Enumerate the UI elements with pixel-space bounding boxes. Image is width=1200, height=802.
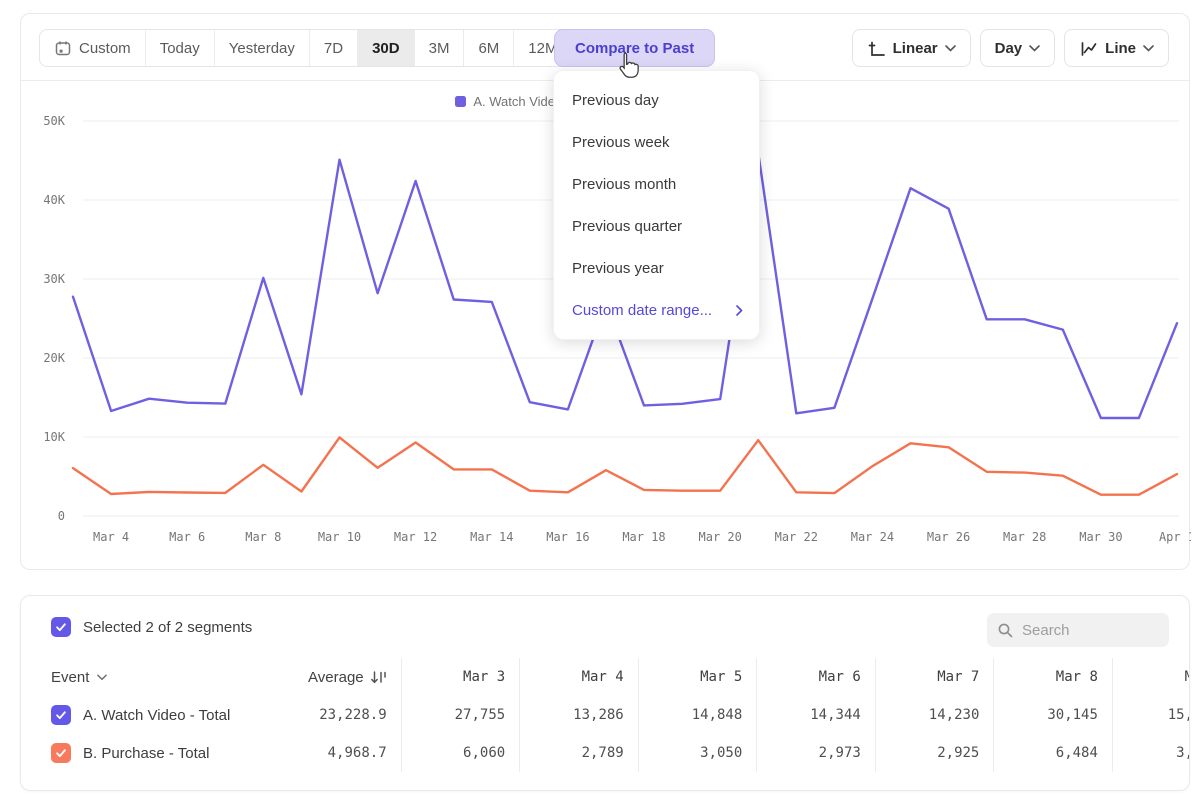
svg-text:Mar 16: Mar 16 (546, 530, 589, 544)
preset-30d[interactable]: 30D (358, 30, 415, 66)
svg-text:Mar 6: Mar 6 (169, 530, 205, 544)
svg-text:10K: 10K (43, 430, 65, 444)
svg-text:Mar 28: Mar 28 (1003, 530, 1046, 544)
cell-value: 2,789 (519, 734, 639, 772)
segments-table-panel: Selected 2 of 2 segments Event (20, 595, 1190, 791)
row-checkbox-watch-video[interactable] (51, 705, 71, 725)
interval-select-button[interactable]: Day (979, 29, 1056, 67)
preset-3m[interactable]: 3M (415, 30, 465, 66)
segments-bar: Selected 2 of 2 segments (21, 596, 1189, 658)
line-chart-icon (1079, 39, 1098, 58)
cell-value: 2,973 (756, 734, 876, 772)
svg-text:40K: 40K (43, 193, 65, 207)
preset-6m[interactable]: 6M (464, 30, 515, 66)
event-name: A. Watch Video - Total (83, 706, 231, 724)
svg-text:Mar 24: Mar 24 (851, 530, 894, 544)
table-row: B. Purchase - Total 4,968.7 6,060 2,789 … (21, 734, 1189, 772)
event-name: B. Purchase - Total (83, 744, 210, 762)
cell-value-clipped: 3, (1111, 734, 1189, 772)
svg-text:Mar 22: Mar 22 (775, 530, 818, 544)
svg-text:Mar 12: Mar 12 (394, 530, 437, 544)
chevron-down-icon (944, 44, 956, 52)
chart-options-group: Linear Day Line (851, 29, 1169, 67)
table-row: A. Watch Video - Total 23,228.9 27,755 1… (21, 696, 1189, 734)
menu-item-previous-quarter[interactable]: Previous quarter (572, 217, 683, 235)
cell-value: 14,848 (637, 696, 757, 734)
column-header-clipped[interactable]: M (1111, 658, 1189, 696)
preset-12m[interactable]: 12M (528, 39, 558, 57)
search-box (987, 613, 1169, 647)
column-header-mar5[interactable]: Mar 5 (637, 658, 757, 696)
search-input[interactable] (1022, 621, 1152, 639)
axis-icon (867, 39, 886, 58)
legend-swatch-purple (455, 96, 467, 107)
cell-value: 13,286 (519, 696, 639, 734)
search-icon (997, 622, 1014, 639)
compare-to-past-menu: Previous day Previous week Previous mont… (553, 70, 760, 340)
selected-segments-label: Selected 2 of 2 segments (83, 618, 253, 636)
menu-item-previous-day[interactable]: Previous day (572, 91, 659, 109)
column-header-event[interactable]: Event (21, 658, 251, 696)
cell-average: 23,228.9 (319, 707, 387, 723)
menu-item-previous-week[interactable]: Previous week (572, 133, 670, 151)
menu-item-previous-month[interactable]: Previous month (572, 175, 677, 193)
cell-value: 2,925 (874, 734, 994, 772)
svg-text:50K: 50K (43, 114, 65, 128)
cell-value-clipped: 15, (1111, 696, 1189, 734)
cell-value: 6,484 (993, 734, 1113, 772)
column-header-mar4[interactable]: Mar 4 (519, 658, 639, 696)
cell-value: 14,230 (874, 696, 994, 734)
column-header-mar6[interactable]: Mar 6 (756, 658, 876, 696)
svg-text:Mar 8: Mar 8 (245, 530, 281, 544)
svg-text:Mar 14: Mar 14 (470, 530, 513, 544)
scale-select-button[interactable]: Linear (851, 29, 971, 67)
svg-text:20K: 20K (43, 351, 65, 365)
svg-text:Mar 18: Mar 18 (622, 530, 665, 544)
chevron-down-icon (1029, 44, 1040, 52)
select-all-checkbox[interactable] (51, 617, 71, 637)
svg-text:Mar 26: Mar 26 (927, 530, 970, 544)
chevron-right-icon (736, 304, 743, 316)
calendar-icon (54, 39, 72, 57)
cell-value: 6,060 (400, 734, 520, 772)
sort-descending-icon (370, 670, 387, 685)
cell-value: 27,755 (400, 696, 520, 734)
line-chart: 0 10K 20K 30K 40K 50K Mar 4 Mar 6 Mar 8 Mar 10 Mar… (43, 114, 1191, 544)
cell-value: 3,050 (637, 734, 757, 772)
preset-7d[interactable]: 7D (310, 30, 359, 66)
menu-item-custom-date-range[interactable]: Custom date range... (554, 289, 759, 331)
preset-today[interactable]: Today (146, 30, 215, 66)
cell-value: 14,344 (756, 696, 876, 734)
svg-text:Mar 10: Mar 10 (318, 530, 361, 544)
column-header-average[interactable]: Average (251, 658, 401, 696)
svg-text:Mar 30: Mar 30 (1079, 530, 1122, 544)
preset-yesterday[interactable]: Yesterday (215, 30, 310, 66)
chart-type-select-button[interactable]: Line (1064, 29, 1169, 67)
cell-average: 4,968.7 (327, 745, 387, 761)
menu-item-previous-year[interactable]: Previous year (572, 259, 664, 277)
preset-custom[interactable]: Custom (40, 30, 146, 66)
svg-text:0: 0 (58, 509, 65, 523)
column-header-mar3[interactable]: Mar 3 (400, 658, 520, 696)
preset-label: Custom (79, 39, 131, 57)
svg-text:Mar 20: Mar 20 (699, 530, 742, 544)
cell-value: 30,145 (993, 696, 1113, 734)
table-header-row: Event Average Mar 3 (21, 658, 1189, 696)
svg-text:Mar 4: Mar 4 (93, 530, 129, 544)
svg-text:Apr 1: Apr 1 (1159, 530, 1191, 544)
segments-table: Event Average Mar 3 (21, 658, 1189, 772)
date-range-segmented-control: Custom Today Yesterday 7D 30D 3M 6M 12M (39, 29, 573, 67)
cursor-pointer-icon (619, 52, 639, 78)
row-checkbox-purchase[interactable] (51, 743, 71, 763)
column-header-mar7[interactable]: Mar 7 (874, 658, 994, 696)
chevron-down-icon (97, 674, 108, 681)
chevron-down-icon (1143, 44, 1154, 52)
svg-text:30K: 30K (43, 272, 65, 286)
column-header-mar8[interactable]: Mar 8 (993, 658, 1113, 696)
